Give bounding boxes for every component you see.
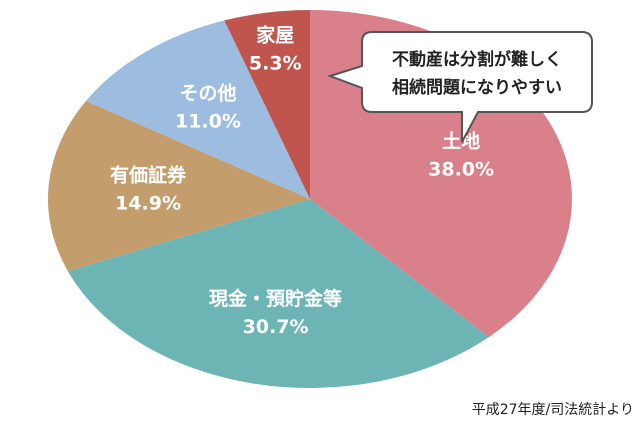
annotation: 不動産は分割が難しく [392, 49, 562, 70]
labels: 土地38.0%現金・預貯金等30.7%有価証券14.9%その他11.0%家屋5.… [110, 23, 494, 338]
value-label: 38.0% [428, 158, 494, 180]
annotation: 相続問題になりやすい [392, 77, 562, 98]
slice [47, 100, 311, 272]
value-label: 11.0% [175, 110, 241, 132]
slice-label: 現金・預貯金等 [209, 287, 342, 310]
slice-label: 家屋 [256, 23, 294, 46]
source: 平成27年度/司法統計より [472, 402, 634, 418]
value-label: 5.3% [249, 52, 302, 74]
value-label: 14.9% [115, 192, 181, 214]
value-label: 30.7% [243, 316, 309, 338]
slice [86, 20, 310, 199]
slice-label: その他 [179, 81, 236, 104]
slice [67, 199, 489, 388]
callout-box [326, 31, 593, 143]
slice-label: 有価証券 [110, 163, 187, 186]
slice [224, 10, 310, 199]
